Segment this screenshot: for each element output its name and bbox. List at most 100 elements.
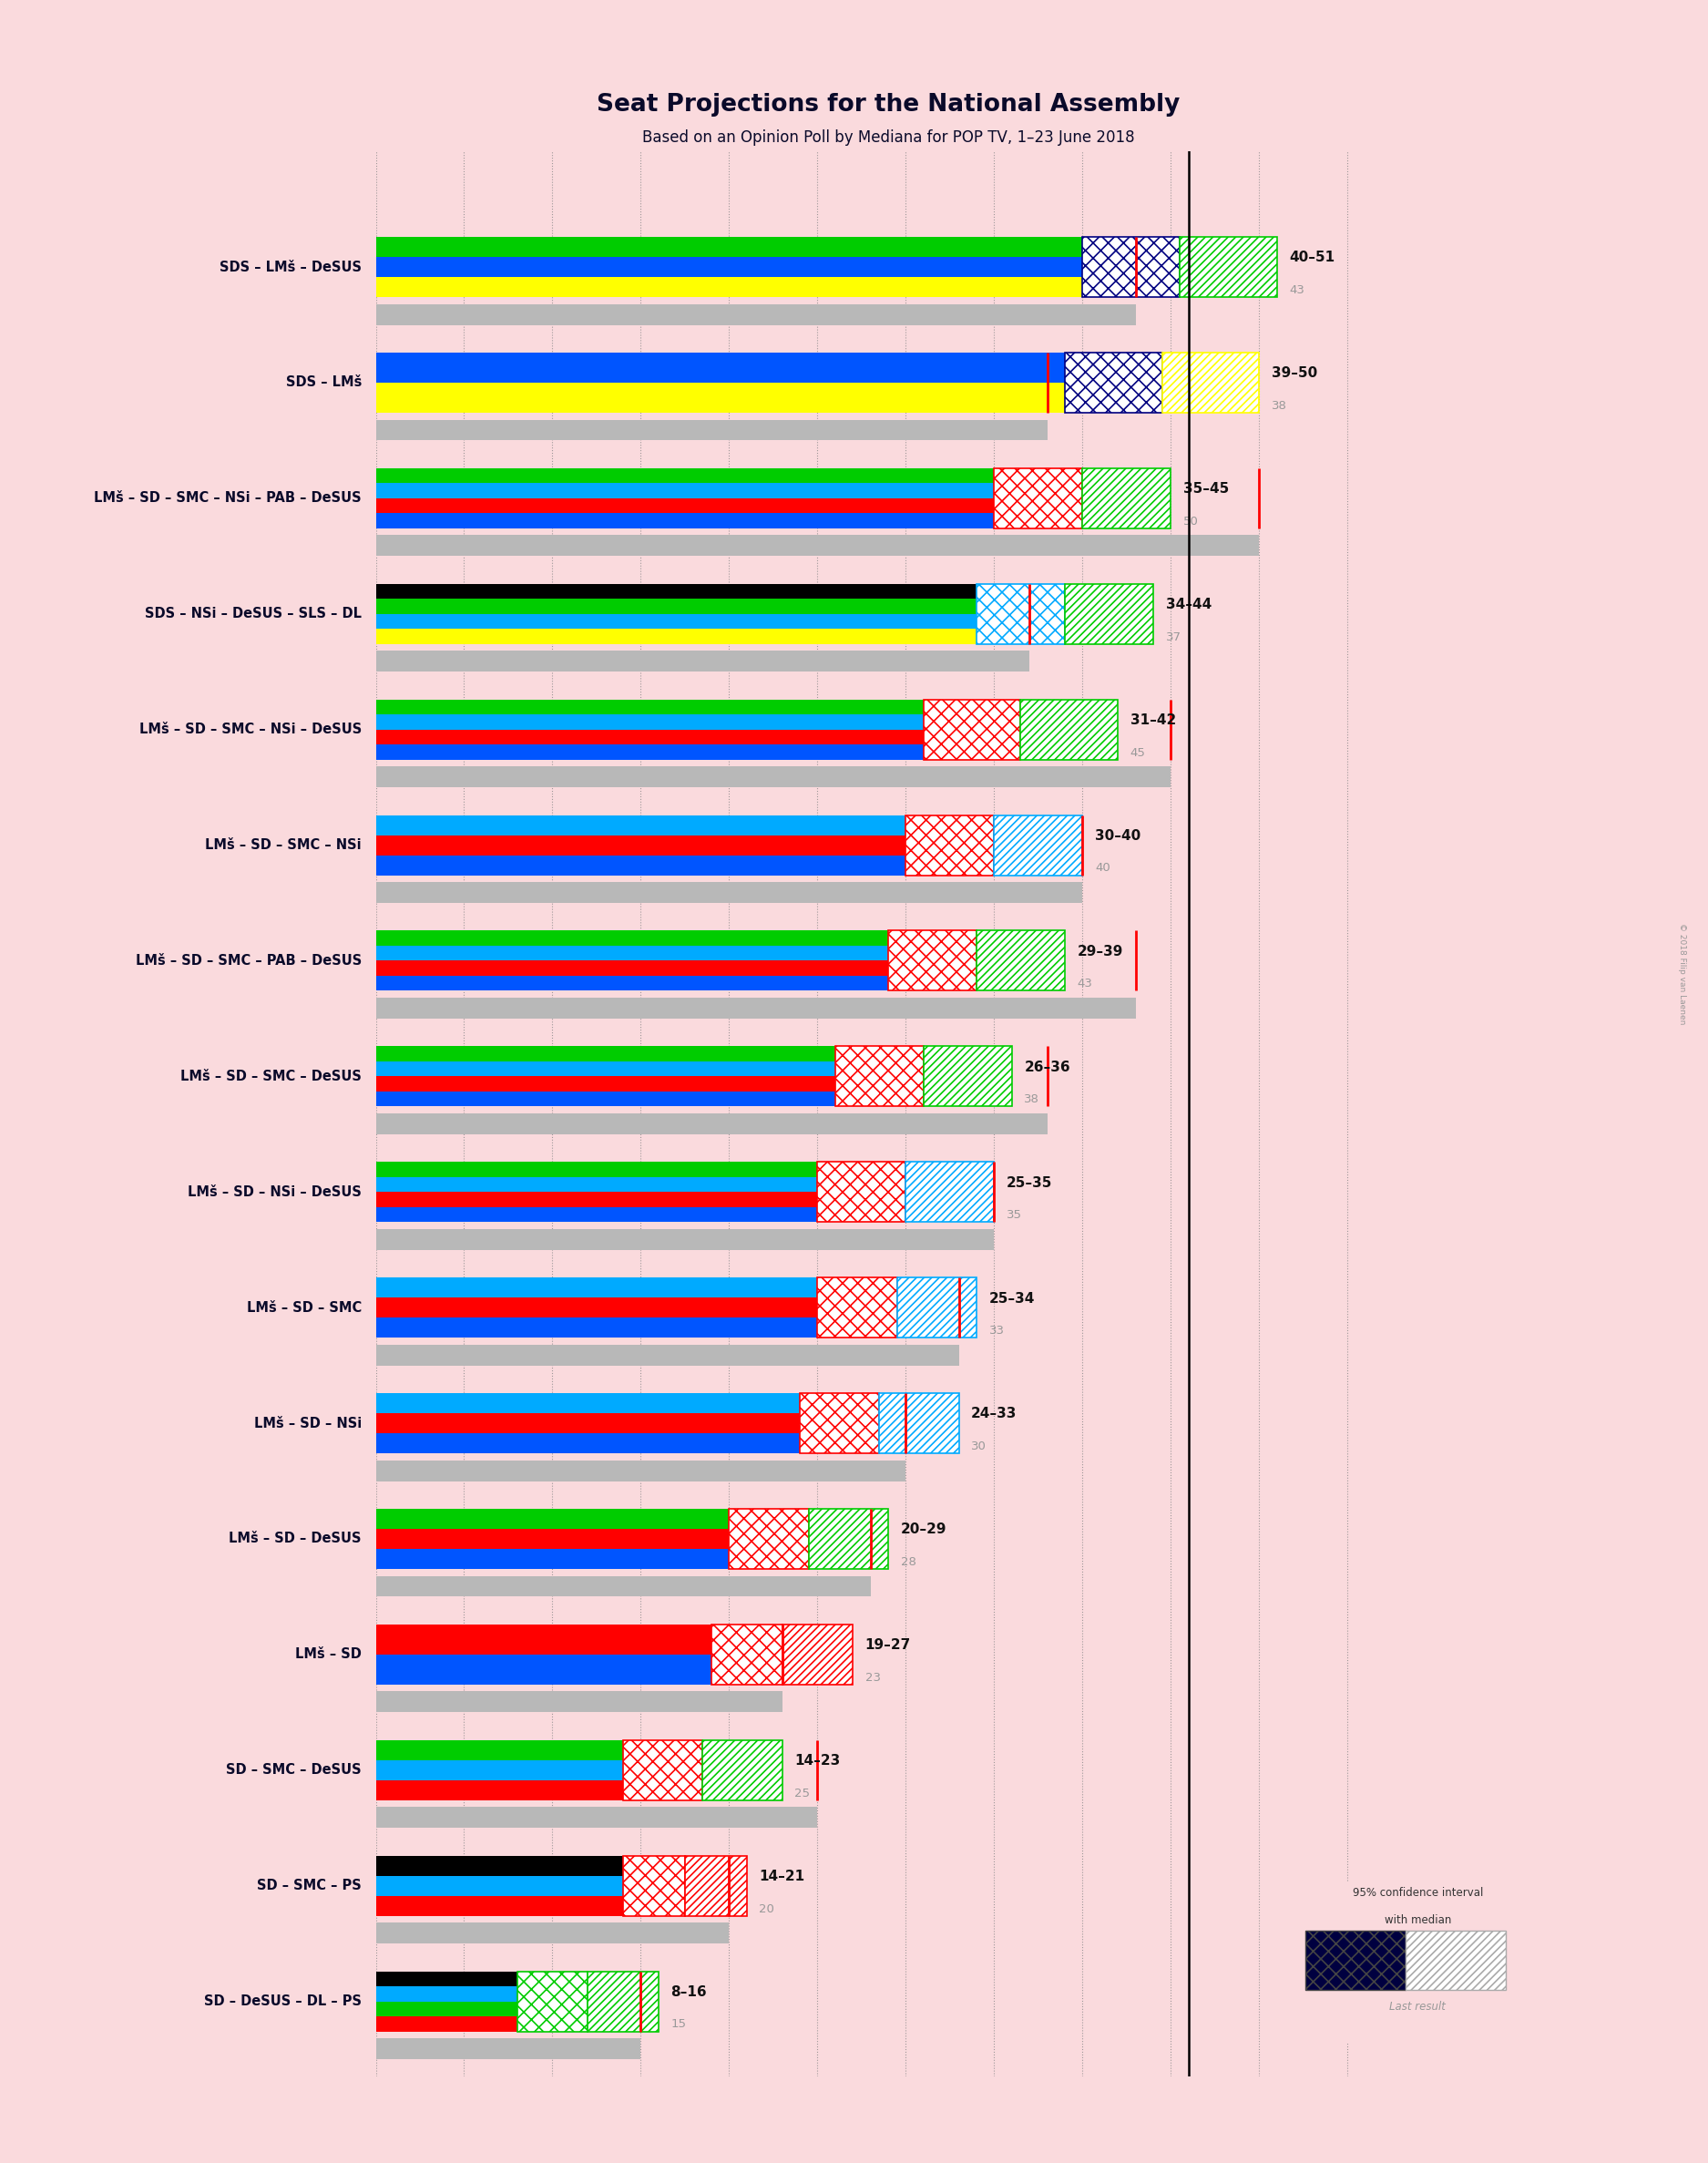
Bar — [376, 534, 1259, 556]
Text: LMš – SD – SMC – NSi: LMš – SD – SMC – NSi — [205, 839, 362, 852]
Bar — [376, 976, 888, 991]
Text: 50: 50 — [1184, 515, 1199, 528]
Text: 30–40: 30–40 — [1095, 828, 1141, 844]
Bar — [729, 1510, 808, 1568]
Text: 33: 33 — [989, 1324, 1004, 1337]
Text: SD – SMC – DeSUS: SD – SMC – DeSUS — [225, 1763, 362, 1778]
Bar — [376, 1047, 835, 1062]
Bar — [376, 305, 1136, 324]
Bar — [376, 1298, 818, 1317]
Text: 14–23: 14–23 — [794, 1754, 840, 1767]
Bar — [376, 2001, 518, 2016]
Bar — [623, 1856, 685, 1916]
Text: LMš – SD – SMC – DeSUS: LMš – SD – SMC – DeSUS — [181, 1069, 362, 1084]
Text: LMš – SD – DeSUS: LMš – SD – DeSUS — [229, 1531, 362, 1547]
Bar — [782, 1624, 852, 1685]
Text: SD – SMC – PS: SD – SMC – PS — [258, 1880, 362, 1893]
Text: 35–45: 35–45 — [1184, 482, 1230, 495]
Text: LMš – SD: LMš – SD — [295, 1648, 362, 1661]
Bar — [376, 420, 1047, 441]
Bar — [376, 353, 1064, 383]
Text: with median: with median — [1383, 1914, 1452, 1925]
Bar — [376, 1875, 623, 1895]
Bar — [376, 815, 905, 835]
Bar — [376, 383, 1064, 413]
Bar — [376, 1412, 799, 1434]
Bar — [376, 1207, 818, 1222]
Bar — [376, 1510, 729, 1529]
Bar — [376, 277, 1083, 296]
Bar — [376, 960, 888, 976]
Bar — [376, 2038, 640, 2059]
Text: 19–27: 19–27 — [866, 1637, 910, 1653]
Text: 8–16: 8–16 — [671, 1986, 707, 1999]
Text: 20–29: 20–29 — [900, 1523, 946, 1536]
Text: LMš – SD – SMC – NSi – DeSUS: LMš – SD – SMC – NSi – DeSUS — [138, 722, 362, 735]
Text: LMš – SD – NSi – DeSUS: LMš – SD – NSi – DeSUS — [188, 1185, 362, 1198]
Bar — [376, 1691, 782, 1713]
Bar — [376, 699, 924, 714]
Text: 45: 45 — [1131, 746, 1146, 759]
Text: SDS – LMš: SDS – LMš — [285, 376, 362, 389]
Text: 37: 37 — [1165, 632, 1180, 642]
Bar — [376, 1460, 905, 1482]
Bar — [994, 467, 1083, 528]
Text: 43: 43 — [1290, 283, 1305, 296]
Bar — [1180, 238, 1278, 296]
Bar — [376, 584, 977, 599]
Text: 40: 40 — [1095, 863, 1110, 874]
Bar — [376, 1177, 818, 1192]
Bar — [376, 257, 1083, 277]
Bar — [376, 513, 994, 528]
Bar — [977, 584, 1064, 645]
Bar — [376, 1162, 818, 1177]
Text: 14–21: 14–21 — [758, 1869, 804, 1884]
Bar — [1083, 238, 1180, 296]
Bar — [1406, 1932, 1506, 1990]
Text: 40–51: 40–51 — [1290, 251, 1336, 264]
Bar — [376, 1077, 835, 1092]
Bar — [376, 1923, 729, 1945]
Bar — [1161, 353, 1259, 413]
Text: 39–50: 39–50 — [1271, 366, 1317, 381]
Bar — [376, 1062, 835, 1077]
Text: 95% confidence interval: 95% confidence interval — [1353, 1886, 1483, 1899]
Text: Last result: Last result — [1390, 2001, 1445, 2012]
Bar — [376, 930, 888, 945]
Text: 30: 30 — [972, 1441, 987, 1451]
Bar — [376, 1345, 958, 1365]
Bar — [376, 1549, 729, 1568]
Bar — [1064, 353, 1161, 413]
Bar — [376, 1624, 712, 1655]
Text: 20: 20 — [758, 1903, 774, 1914]
Bar — [818, 1278, 897, 1337]
Bar — [376, 835, 905, 854]
Bar — [518, 1970, 588, 2031]
Bar — [376, 1577, 871, 1596]
Bar — [994, 815, 1083, 876]
Bar — [897, 1278, 977, 1337]
Bar — [376, 714, 924, 729]
Bar — [376, 945, 888, 960]
Text: SDS – NSi – DeSUS – SLS – DL: SDS – NSi – DeSUS – SLS – DL — [145, 608, 362, 621]
Bar — [376, 629, 977, 645]
Bar — [376, 1529, 729, 1549]
Bar — [685, 1856, 746, 1916]
Text: 38: 38 — [1271, 400, 1286, 411]
Bar — [376, 1895, 623, 1916]
Bar — [924, 1047, 1011, 1107]
Text: LMš – SD – SMC: LMš – SD – SMC — [246, 1300, 362, 1315]
Text: 25–35: 25–35 — [1006, 1177, 1052, 1190]
Bar — [376, 651, 1030, 673]
Bar — [588, 1970, 659, 2031]
Text: SD – DeSUS – DL – PS: SD – DeSUS – DL – PS — [203, 1994, 362, 2007]
Bar — [376, 766, 1172, 787]
Bar — [376, 1856, 623, 1875]
Bar — [376, 2016, 518, 2031]
Text: 43: 43 — [1078, 978, 1093, 991]
Text: 24–33: 24–33 — [972, 1408, 1016, 1421]
Bar — [712, 1624, 782, 1685]
Bar — [376, 1278, 818, 1298]
Bar — [1305, 1932, 1406, 1990]
Bar — [888, 930, 977, 991]
